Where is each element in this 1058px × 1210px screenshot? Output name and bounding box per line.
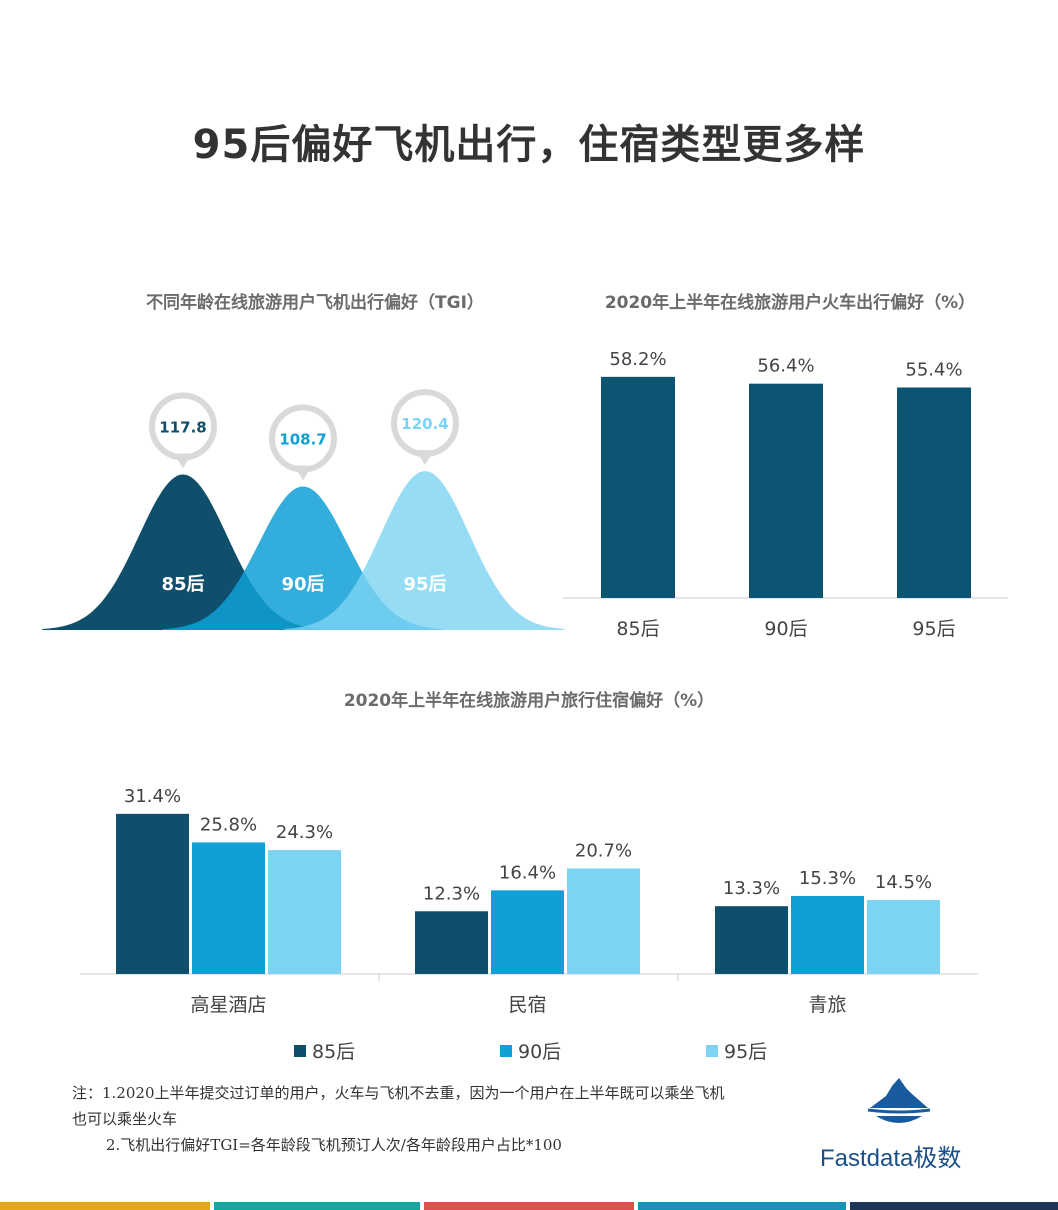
footer-strip-4 — [638, 1202, 846, 1210]
lodging-bar-85后-民宿 — [415, 911, 488, 974]
tgi-curve-95后 — [284, 471, 566, 630]
legend-label-90: 90后 — [518, 1041, 562, 1063]
tgi-category-label: 90后 — [281, 574, 324, 595]
footer-strip-2 — [214, 1202, 420, 1210]
footer-strip-5 — [850, 1202, 1058, 1210]
legend-item-90: 90后 — [500, 1037, 561, 1064]
lodging-bar-85后-高星酒店 — [116, 813, 189, 974]
page-title: 95后偏好飞机出行，住宿类型更多样 — [192, 122, 866, 168]
tgi-value-label: 108.7 — [279, 431, 326, 449]
tgi-category-label: 95后 — [403, 574, 446, 595]
lodging-x-tick-label: 民宿 — [508, 994, 546, 1016]
train-value-label: 55.4% — [905, 359, 962, 380]
legend-label-95: 95后 — [724, 1041, 768, 1063]
train-bar-85后 — [601, 376, 675, 598]
footnote: 注：1.2020上半年提交过订单的用户，火车与飞机不去重，因为一个用户在上半年既… — [72, 1080, 842, 1158]
iceberg-logo-icon — [867, 1078, 931, 1123]
lodging-chart-title: 2020年上半年在线旅游用户旅行住宿偏好（%） — [343, 691, 715, 711]
lodging-x-tick-label: 青旅 — [808, 994, 846, 1016]
tgi-bubble-pointer-85后 — [174, 453, 192, 469]
tgi-value-label: 117.8 — [159, 419, 206, 437]
tgi-category-label: 85后 — [161, 574, 204, 595]
lodging-value-label: 15.3% — [799, 868, 856, 889]
tgi-value-label: 120.4 — [401, 415, 448, 433]
lodging-legend: 85后 90后 95后 — [0, 1037, 1058, 1064]
lodging-bar-90后-青旅 — [791, 895, 864, 974]
lodging-value-label: 13.3% — [723, 878, 780, 899]
lodging-bar-85后-青旅 — [715, 906, 788, 974]
train-value-label: 56.4% — [757, 356, 814, 377]
lodging-bar-95后-民宿 — [567, 868, 640, 974]
lodging-value-label: 14.5% — [875, 872, 932, 893]
lodging-bar-90后-民宿 — [491, 890, 564, 974]
legend-item-85: 85后 — [294, 1037, 355, 1064]
legend-item-95: 95后 — [706, 1037, 767, 1064]
lodging-x-tick-label: 高星酒店 — [190, 994, 266, 1016]
brand-name: Fastdata极数 — [820, 1145, 962, 1172]
lodging-bar-90后-高星酒店 — [192, 842, 265, 974]
lodging-value-label: 20.7% — [575, 840, 632, 861]
tgi-chart-title: 不同年龄在线旅游用户飞机出行偏好（TGI） — [146, 293, 484, 313]
train-bar-90后 — [749, 383, 823, 598]
lodging-value-label: 31.4% — [124, 786, 181, 807]
footnote-line-1: 注：1.2020上半年提交过订单的用户，火车与飞机不去重，因为一个用户在上半年既… — [72, 1084, 725, 1102]
legend-label-85: 85后 — [312, 1041, 356, 1063]
footnote-line-2: 也可以乘坐火车 — [72, 1110, 178, 1128]
legend-swatch-95 — [706, 1044, 718, 1057]
lodging-value-label: 12.3% — [423, 883, 480, 904]
tgi-bubble-pointer-95后 — [416, 450, 434, 466]
footer-strip-1 — [0, 1202, 210, 1210]
train-x-tick-label: 85后 — [616, 618, 659, 640]
train-chart-title: 2020年上半年在线旅游用户火车出行偏好（%） — [604, 293, 976, 313]
footnote-line-3: 2.飞机出行偏好TGI=各年龄段飞机预订人次/各年龄段用户占比*100 — [106, 1136, 562, 1154]
lodging-value-label: 24.3% — [276, 822, 333, 843]
legend-swatch-85 — [294, 1044, 306, 1057]
tgi-bubble-pointer-90后 — [294, 465, 312, 481]
footer-strip-3 — [424, 1202, 634, 1210]
train-x-tick-label: 95后 — [912, 618, 955, 640]
lodging-value-label: 25.8% — [200, 814, 257, 835]
legend-swatch-90 — [500, 1044, 512, 1057]
train-bar-95后 — [897, 387, 971, 598]
lodging-bar-95后-高星酒店 — [268, 850, 341, 974]
lodging-bar-95后-青旅 — [867, 900, 940, 974]
train-value-label: 58.2% — [609, 349, 666, 370]
train-x-tick-label: 90后 — [764, 618, 807, 640]
lodging-value-label: 16.4% — [499, 862, 556, 883]
